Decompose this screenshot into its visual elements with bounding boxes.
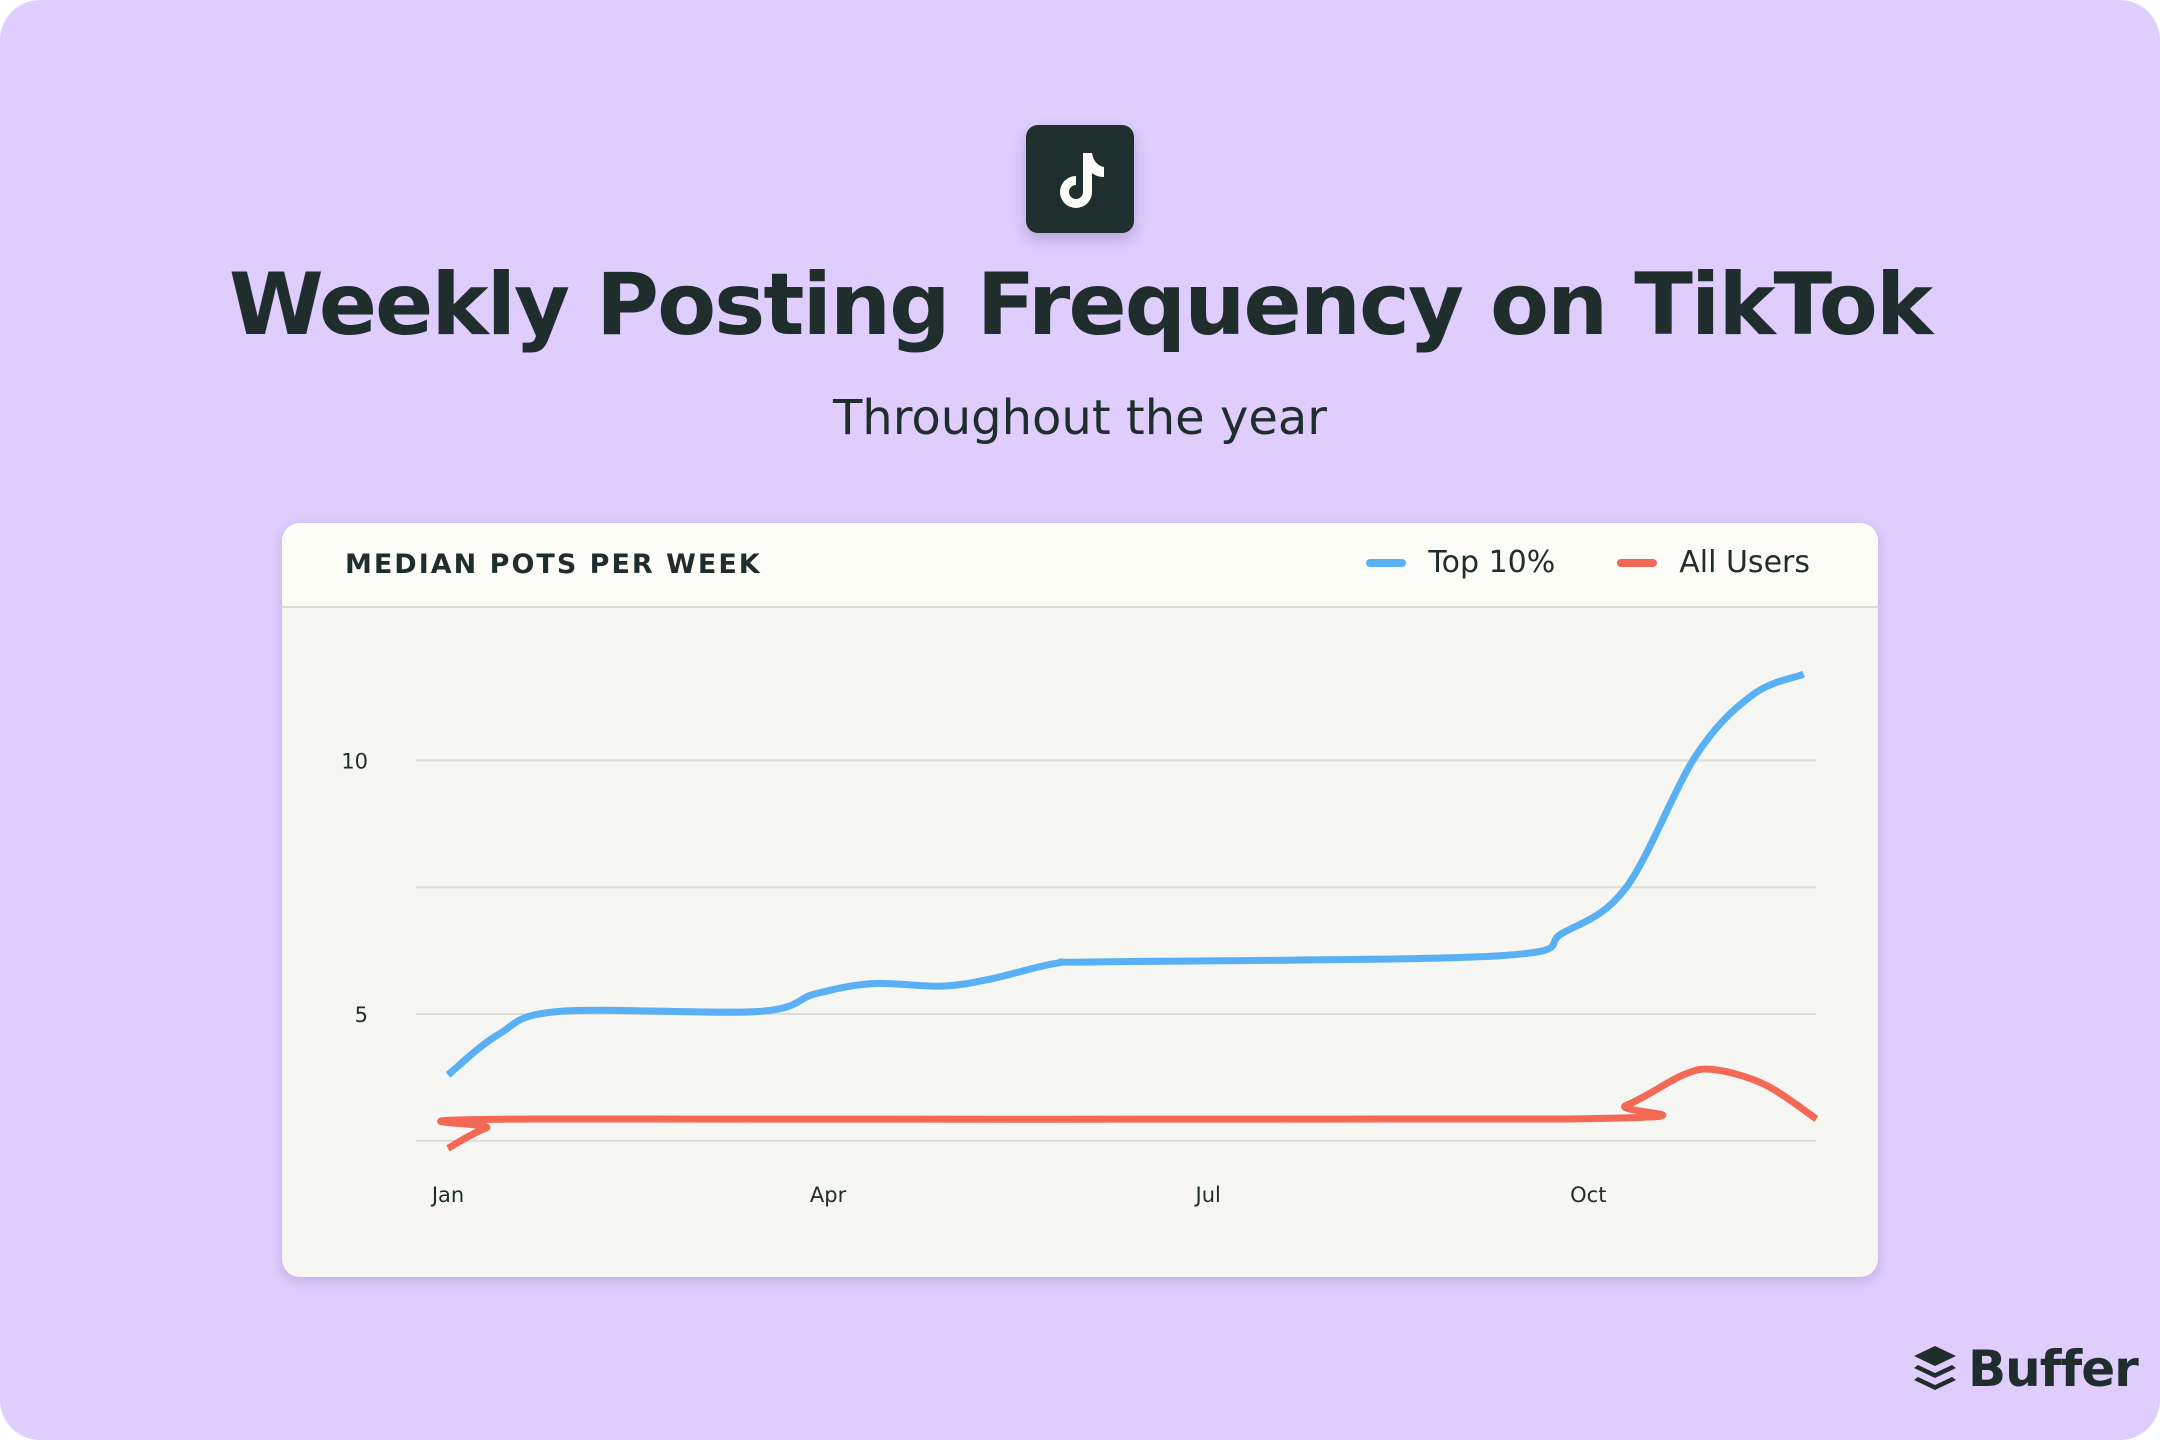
x-tick-label: Oct xyxy=(1570,1183,1606,1207)
chart-header: MEDIAN POTS PER WEEK Top 10% All Users xyxy=(282,523,1878,608)
series-line-top10 xyxy=(445,670,1805,1078)
legend-label: All Users xyxy=(1679,545,1810,580)
x-tick-label: Jan xyxy=(430,1183,464,1207)
y-tick-label: 5 xyxy=(355,1003,368,1027)
legend: Top 10% All Users xyxy=(1304,545,1810,580)
buffer-logo: Buffer xyxy=(1912,1340,2139,1398)
tiktok-icon xyxy=(1060,153,1104,208)
buffer-icon xyxy=(1914,1346,1956,1390)
page-title: Weekly Posting Frequency on TikTok xyxy=(228,255,1933,355)
legend-item-top10: Top 10% xyxy=(1366,545,1555,580)
chart-plot: 10 5 Jan Apr Jul Oct xyxy=(341,670,1819,1207)
tiktok-logo xyxy=(1026,125,1134,233)
legend-swatch-all-users xyxy=(1617,558,1658,567)
page-subtitle: Throughout the year xyxy=(832,390,1328,446)
x-tick-label: Jul xyxy=(1194,1183,1221,1207)
chart-card: MEDIAN POTS PER WEEK Top 10% All Users 1… xyxy=(282,523,1878,1277)
chart-title: MEDIAN POTS PER WEEK xyxy=(345,549,762,580)
legend-swatch-top10 xyxy=(1366,558,1407,567)
y-tick-label: 10 xyxy=(341,750,368,774)
legend-label: Top 10% xyxy=(1428,545,1556,580)
buffer-wordmark: Buffer xyxy=(1968,1340,2139,1398)
series-line-all-users xyxy=(437,1065,1819,1152)
legend-item-all-users: All Users xyxy=(1617,545,1810,580)
x-tick-label: Apr xyxy=(810,1183,847,1207)
